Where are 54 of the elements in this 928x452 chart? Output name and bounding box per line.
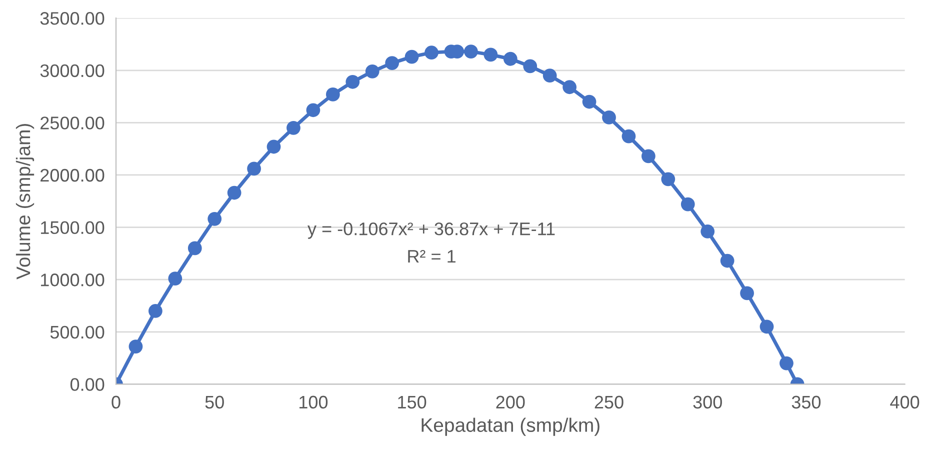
point <box>484 48 498 62</box>
point <box>326 88 340 102</box>
point <box>247 162 261 176</box>
x-tick-label: 250 <box>594 396 624 409</box>
x-tick-label: 350 <box>792 396 821 409</box>
y-tick-label: 0.00 <box>70 378 104 391</box>
x-axis-title: Kepadatan (smp/km) <box>422 418 600 436</box>
point <box>365 64 380 78</box>
y-tick-label: 500.00 <box>50 326 104 339</box>
y-tick-label: 2500.00 <box>40 116 104 130</box>
annotation: y = -0.1067x² + 36.87x + 7E-11 <box>308 222 555 239</box>
point <box>385 56 400 70</box>
point <box>760 320 774 334</box>
point <box>740 286 754 300</box>
y-axis-title: Volume (smp/jam) <box>16 124 34 280</box>
y-tick-label: 3000.00 <box>40 64 104 78</box>
point <box>780 356 794 370</box>
point <box>700 224 715 238</box>
x-tick-label: 300 <box>693 396 722 409</box>
point <box>602 110 616 124</box>
point <box>346 74 360 89</box>
point <box>208 212 222 226</box>
point <box>523 59 538 74</box>
point <box>641 149 656 164</box>
y-tick-label: 1000.00 <box>41 274 104 286</box>
x-tick-label: 200 <box>496 396 525 409</box>
point <box>680 197 695 212</box>
y-tick-label: 1500.00 <box>41 221 104 234</box>
point <box>286 120 300 135</box>
point <box>582 94 596 109</box>
x-tick-label: 0 <box>112 396 120 409</box>
x-tick-label: 150 <box>398 396 426 409</box>
point <box>464 44 478 58</box>
point <box>188 241 202 256</box>
point <box>168 272 182 286</box>
point <box>622 129 636 144</box>
point <box>266 140 281 154</box>
point <box>720 254 734 268</box>
point <box>306 103 320 118</box>
y-tick-label: 2000.00 <box>40 168 104 182</box>
point <box>661 172 676 186</box>
point <box>128 340 143 354</box>
point <box>404 50 419 64</box>
point <box>227 186 242 200</box>
x-tick-label: 100 <box>300 396 328 409</box>
point <box>562 80 577 94</box>
y-tick-label: 3500.00 <box>40 12 104 25</box>
x-tick-label: 400 <box>890 396 920 409</box>
x-tick-label: 50 <box>205 396 224 409</box>
point <box>542 68 557 83</box>
point <box>503 52 518 66</box>
point <box>148 304 162 318</box>
annotation: R² = 1 <box>408 250 456 263</box>
point <box>424 46 438 60</box>
